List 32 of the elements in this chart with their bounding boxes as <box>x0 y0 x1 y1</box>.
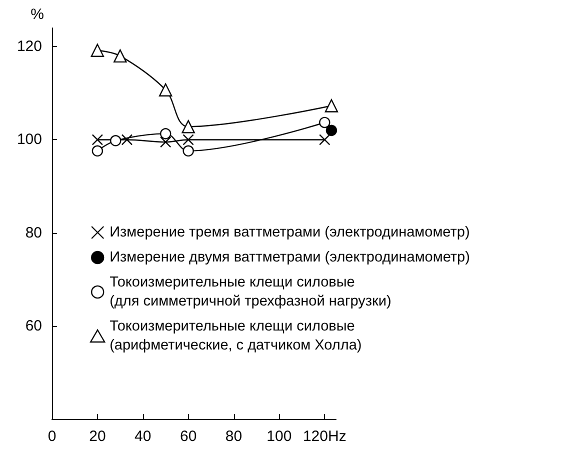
point <box>159 83 172 97</box>
x-tick-label: 40 <box>134 428 152 445</box>
y-axis-title: % <box>30 6 44 23</box>
x-tick-label: 100 <box>266 428 292 445</box>
x-tick-label: 20 <box>89 428 106 445</box>
point <box>160 128 172 140</box>
x-tick-label: 60 <box>180 428 197 445</box>
point <box>90 44 104 57</box>
point <box>324 99 338 112</box>
x-tick-label: 80 <box>225 428 242 445</box>
point <box>319 116 330 128</box>
point <box>110 135 122 146</box>
y-tick-label: 100 <box>16 131 42 148</box>
legend-label: Токоизмерительные клещи силовые (арифметические, с датчиком Холла) <box>110 318 362 354</box>
point <box>160 136 172 148</box>
point <box>114 49 127 63</box>
point <box>121 134 133 146</box>
point <box>182 120 195 134</box>
point <box>182 145 194 156</box>
y-tick-label: 120 <box>16 38 42 56</box>
legend-label: Токоизмерительные клещи силовые (для симметричной трехфазной нагрузки) <box>110 274 392 310</box>
point <box>326 124 338 136</box>
x-tick-label: 120Hz <box>302 428 346 445</box>
y-tick-label: 80 <box>25 224 42 242</box>
point <box>182 134 194 146</box>
point <box>92 145 104 156</box>
y-tick-label: 60 <box>25 317 42 334</box>
x-tick-label: 0 <box>48 428 56 445</box>
legend-label: Измерение двумя ваттметрами (электродинамометр) <box>110 250 470 266</box>
point <box>92 134 104 146</box>
legend-label: Измерение тремя ваттметрами (электродинамометр) <box>110 224 470 240</box>
point <box>319 134 330 146</box>
